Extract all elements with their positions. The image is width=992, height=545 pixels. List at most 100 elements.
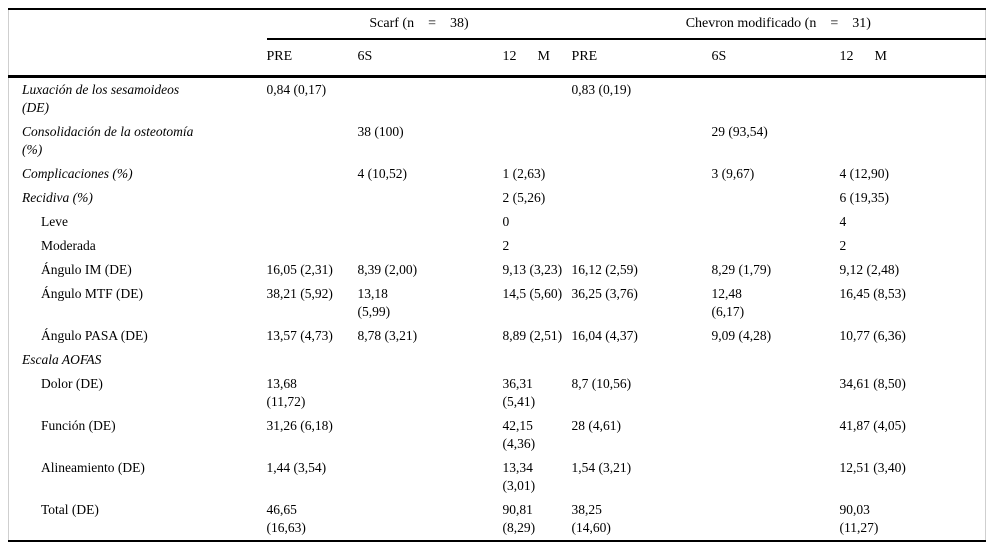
table-cell: 16,12 (2,59) <box>571 262 638 277</box>
table-cell <box>712 348 840 372</box>
table-cell: 0 <box>502 214 510 229</box>
column-header-scarf-pre: PRE <box>266 39 358 78</box>
table-cell: 42,15 (4,36) <box>502 418 536 451</box>
table-row: Ángulo PASA (DE) 13,57 (4,73) 8,78 (3,21) 8… <box>9 324 986 348</box>
table-cell <box>267 120 358 162</box>
row-label: Recidiva (%) <box>22 190 93 205</box>
table-cell <box>712 77 840 121</box>
table-row: Leve 0 4 <box>9 210 986 234</box>
table-cell <box>503 120 572 162</box>
corner-cell <box>9 9 267 39</box>
table-cell <box>712 210 840 234</box>
table-cell: 28 (4,61) <box>571 418 622 433</box>
table-cell <box>358 186 503 210</box>
table-cell <box>267 234 358 258</box>
table-cell <box>358 77 503 121</box>
table-cell: 13,57 (4,73) <box>266 328 333 343</box>
table-cell <box>840 120 986 162</box>
table-cell: 8,39 (2,00) <box>357 262 418 277</box>
table-row: Total (DE) 46,65 (16,63) 90,81 (8,29) 38,25… <box>9 498 986 541</box>
table-cell <box>503 77 572 121</box>
table-cell: 3 (9,67) <box>711 166 755 181</box>
table-row: Consolidación de la osteotomía (%) 38 (10… <box>9 120 986 162</box>
table-row: Dolor (DE) 13,68 (11,72) 36,31 (5,41) 8,7 (… <box>9 372 986 414</box>
column-header-row: PRE 6S 12 M PRE 6S 12 M <box>8 39 986 78</box>
table-cell <box>712 414 840 456</box>
table-cell <box>267 210 358 234</box>
column-header-chevron-12m: 12 M <box>839 39 986 78</box>
table-cell <box>572 348 712 372</box>
row-label: Luxación de los sesamoideos (DE) <box>22 82 180 115</box>
row-label: Ángulo PASA (DE) <box>41 328 148 343</box>
table-cell: 8,78 (3,21) <box>357 328 418 343</box>
table-cell: 12,51 (3,40) <box>839 460 906 475</box>
table-cell: 4 <box>839 214 847 229</box>
table-cell: 0,84 (0,17) <box>266 82 327 97</box>
table-cell <box>840 77 986 121</box>
table-cell: 6 (19,35) <box>839 190 890 205</box>
table-body: Luxación de los sesamoideos (DE) 0,84 (0,… <box>9 77 986 542</box>
table-cell <box>572 234 712 258</box>
table-cell <box>572 210 712 234</box>
table-cell <box>572 162 712 186</box>
table-cell: 16,04 (4,37) <box>571 328 638 343</box>
table-cell <box>358 414 503 456</box>
table-cell: 36,31 (5,41) <box>502 376 536 409</box>
row-label: Leve <box>41 214 68 229</box>
table-cell: 2 (5,26) <box>502 190 546 205</box>
table-cell <box>267 348 358 372</box>
row-label: Ángulo MTF (DE) <box>41 286 143 301</box>
table-cell <box>358 210 503 234</box>
row-label: Ángulo IM (DE) <box>41 262 132 277</box>
table-cell: 46,65 (16,63) <box>266 502 306 535</box>
table-cell: 41,87 (4,05) <box>839 418 906 433</box>
table-cell <box>840 348 986 372</box>
table-cell: 90,81 (8,29) <box>502 502 536 535</box>
table-cell <box>267 162 358 186</box>
table-cell <box>358 234 503 258</box>
row-label: Total (DE) <box>41 502 99 517</box>
column-header-scarf-6s: 6S <box>357 39 503 78</box>
table-row: Escala AOFAS <box>9 348 986 372</box>
table-cell: 2 <box>839 238 847 253</box>
table-cell: 10,77 (6,36) <box>839 328 906 343</box>
table-cell: 1,54 (3,21) <box>571 460 632 475</box>
table-cell: 38,21 (5,92) <box>266 286 333 301</box>
row-label: Complicaciones (%) <box>22 166 133 181</box>
table-cell <box>267 186 358 210</box>
row-label: Alineamiento (DE) <box>41 460 145 475</box>
table-cell <box>503 348 572 372</box>
table-cell: 4 (10,52) <box>357 166 408 181</box>
table-cell: 16,05 (2,31) <box>266 262 333 277</box>
table-cell: 1 (2,63) <box>502 166 546 181</box>
table-row: Complicaciones (%) 4 (10,52) 1 (2,63) 3 (9,… <box>9 162 986 186</box>
table-cell <box>712 498 840 541</box>
group-header-chevron: Chevron modificado (n = 31) <box>571 9 986 40</box>
table-cell: 8,29 (1,79) <box>711 262 772 277</box>
table-cell: 2 <box>502 238 510 253</box>
table-cell: 13,68 (11,72) <box>266 376 306 409</box>
table-cell: 31,26 (6,18) <box>266 418 333 433</box>
column-header-chevron-pre: PRE <box>571 39 712 78</box>
table-cell <box>712 456 840 498</box>
table-cell: 0,83 (0,19) <box>571 82 632 97</box>
table-cell <box>572 120 712 162</box>
table-cell: 16,45 (8,53) <box>839 286 906 301</box>
table-cell: 9,13 (3,23) <box>502 262 563 277</box>
group-header-scarf: Scarf (n = 38) <box>266 9 572 40</box>
table-cell: 9,12 (2,48) <box>839 262 900 277</box>
table-row: Ángulo IM (DE) 16,05 (2,31) 8,39 (2,00) 9,1… <box>9 258 986 282</box>
group-header-row: Scarf (n = 38) Chevron modificado (n = 3… <box>9 9 986 40</box>
row-label: Dolor (DE) <box>41 376 103 391</box>
row-label: Función (DE) <box>41 418 116 433</box>
table-cell: 29 (93,54) <box>711 124 768 139</box>
table-cell <box>712 372 840 414</box>
table-row: Luxación de los sesamoideos (DE) 0,84 (0,… <box>9 77 986 121</box>
row-label: Moderada <box>41 238 96 253</box>
table-cell: 13,18 (5,99) <box>357 286 391 319</box>
results-table: Scarf (n = 38) Chevron modificado (n = 3… <box>8 8 987 542</box>
table-cell: 38,25 (14,60) <box>571 502 611 535</box>
table-cell: 1,44 (3,54) <box>266 460 327 475</box>
table-row: Ángulo MTF (DE) 38,21 (5,92) 13,18 (5,99) 1… <box>9 282 986 324</box>
